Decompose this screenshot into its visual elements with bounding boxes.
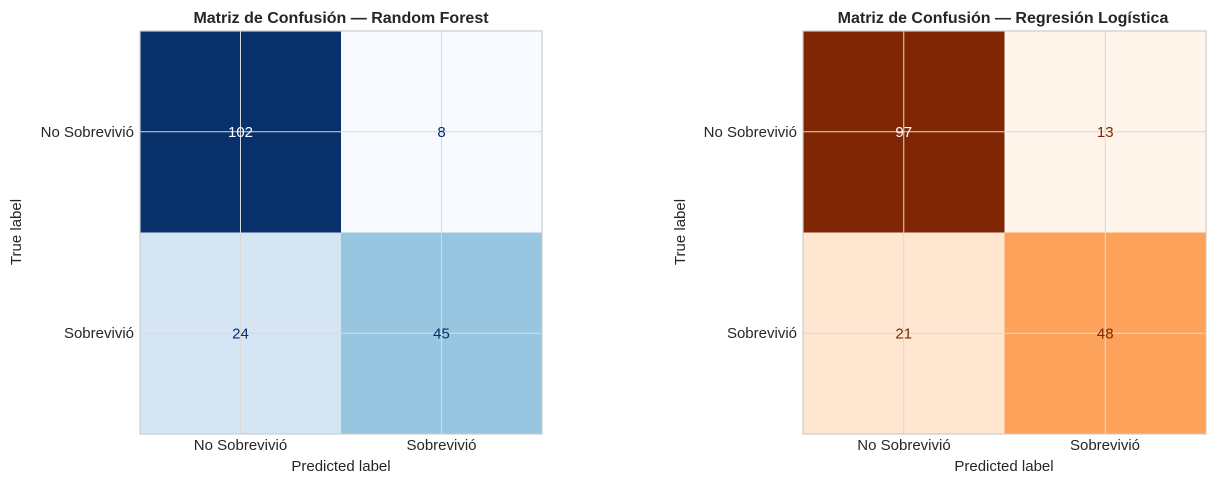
cell-no-sobrevivio-sobrevivio-value: 13 (1097, 124, 1114, 141)
cell-value-labels: 102 8 24 45 (228, 124, 450, 343)
confusion-matrix-logistic-regression: Matriz de Confusión — Regresión Logístic… (672, 10, 1207, 475)
cell-no-sobrevivio-no-sobrevivio-value: 102 (228, 124, 253, 141)
x-tick-label-no-sobrevivio: No Sobrevivió (857, 437, 950, 454)
y-tick-label-sobrevivio: Sobrevivió (64, 325, 134, 342)
x-axis-label: Predicted label (291, 458, 390, 475)
y-axis-label: True label (672, 199, 689, 265)
y-tick-label-sobrevivio: Sobrevivió (727, 325, 797, 342)
chart-title: Matriz de Confusión — Random Forest (193, 10, 489, 27)
cell-value-labels: 97 13 21 48 (895, 124, 1113, 343)
cell-no-sobrevivio-sobrevivio-value: 8 (437, 124, 445, 141)
confusion-matrix-random-forest: Matriz de Confusión — Random Forest 102 8… (8, 10, 543, 475)
y-tick-label-no-sobrevivio: No Sobrevivió (41, 124, 134, 141)
x-tick-label-no-sobrevivio: No Sobrevivió (194, 437, 287, 454)
heatmap-cells (803, 31, 1207, 435)
chart-title: Matriz de Confusión — Regresión Logístic… (838, 10, 1169, 27)
x-tick-label-sobrevivio: Sobrevivió (406, 437, 476, 454)
grid-lines (803, 31, 1206, 434)
cell-sobrevivio-sobrevivio-value: 45 (433, 325, 450, 342)
x-tick-label-sobrevivio: Sobrevivió (1070, 437, 1140, 454)
cell-no-sobrevivio-no-sobrevivio-value: 97 (895, 124, 912, 141)
cell-sobrevivio-no-sobrevivio-value: 21 (895, 325, 912, 342)
plot-frame (802, 30, 1207, 435)
cell-sobrevivio-no-sobrevivio-value: 24 (232, 325, 249, 342)
x-axis-label: Predicted label (954, 458, 1053, 475)
heatmap-cells (140, 31, 543, 435)
y-axis-label: True label (8, 199, 25, 265)
y-tick-label-no-sobrevivio: No Sobrevivió (704, 124, 797, 141)
grid-lines (140, 31, 542, 434)
plot-frame (139, 30, 543, 435)
cell-sobrevivio-sobrevivio-value: 48 (1097, 325, 1114, 342)
